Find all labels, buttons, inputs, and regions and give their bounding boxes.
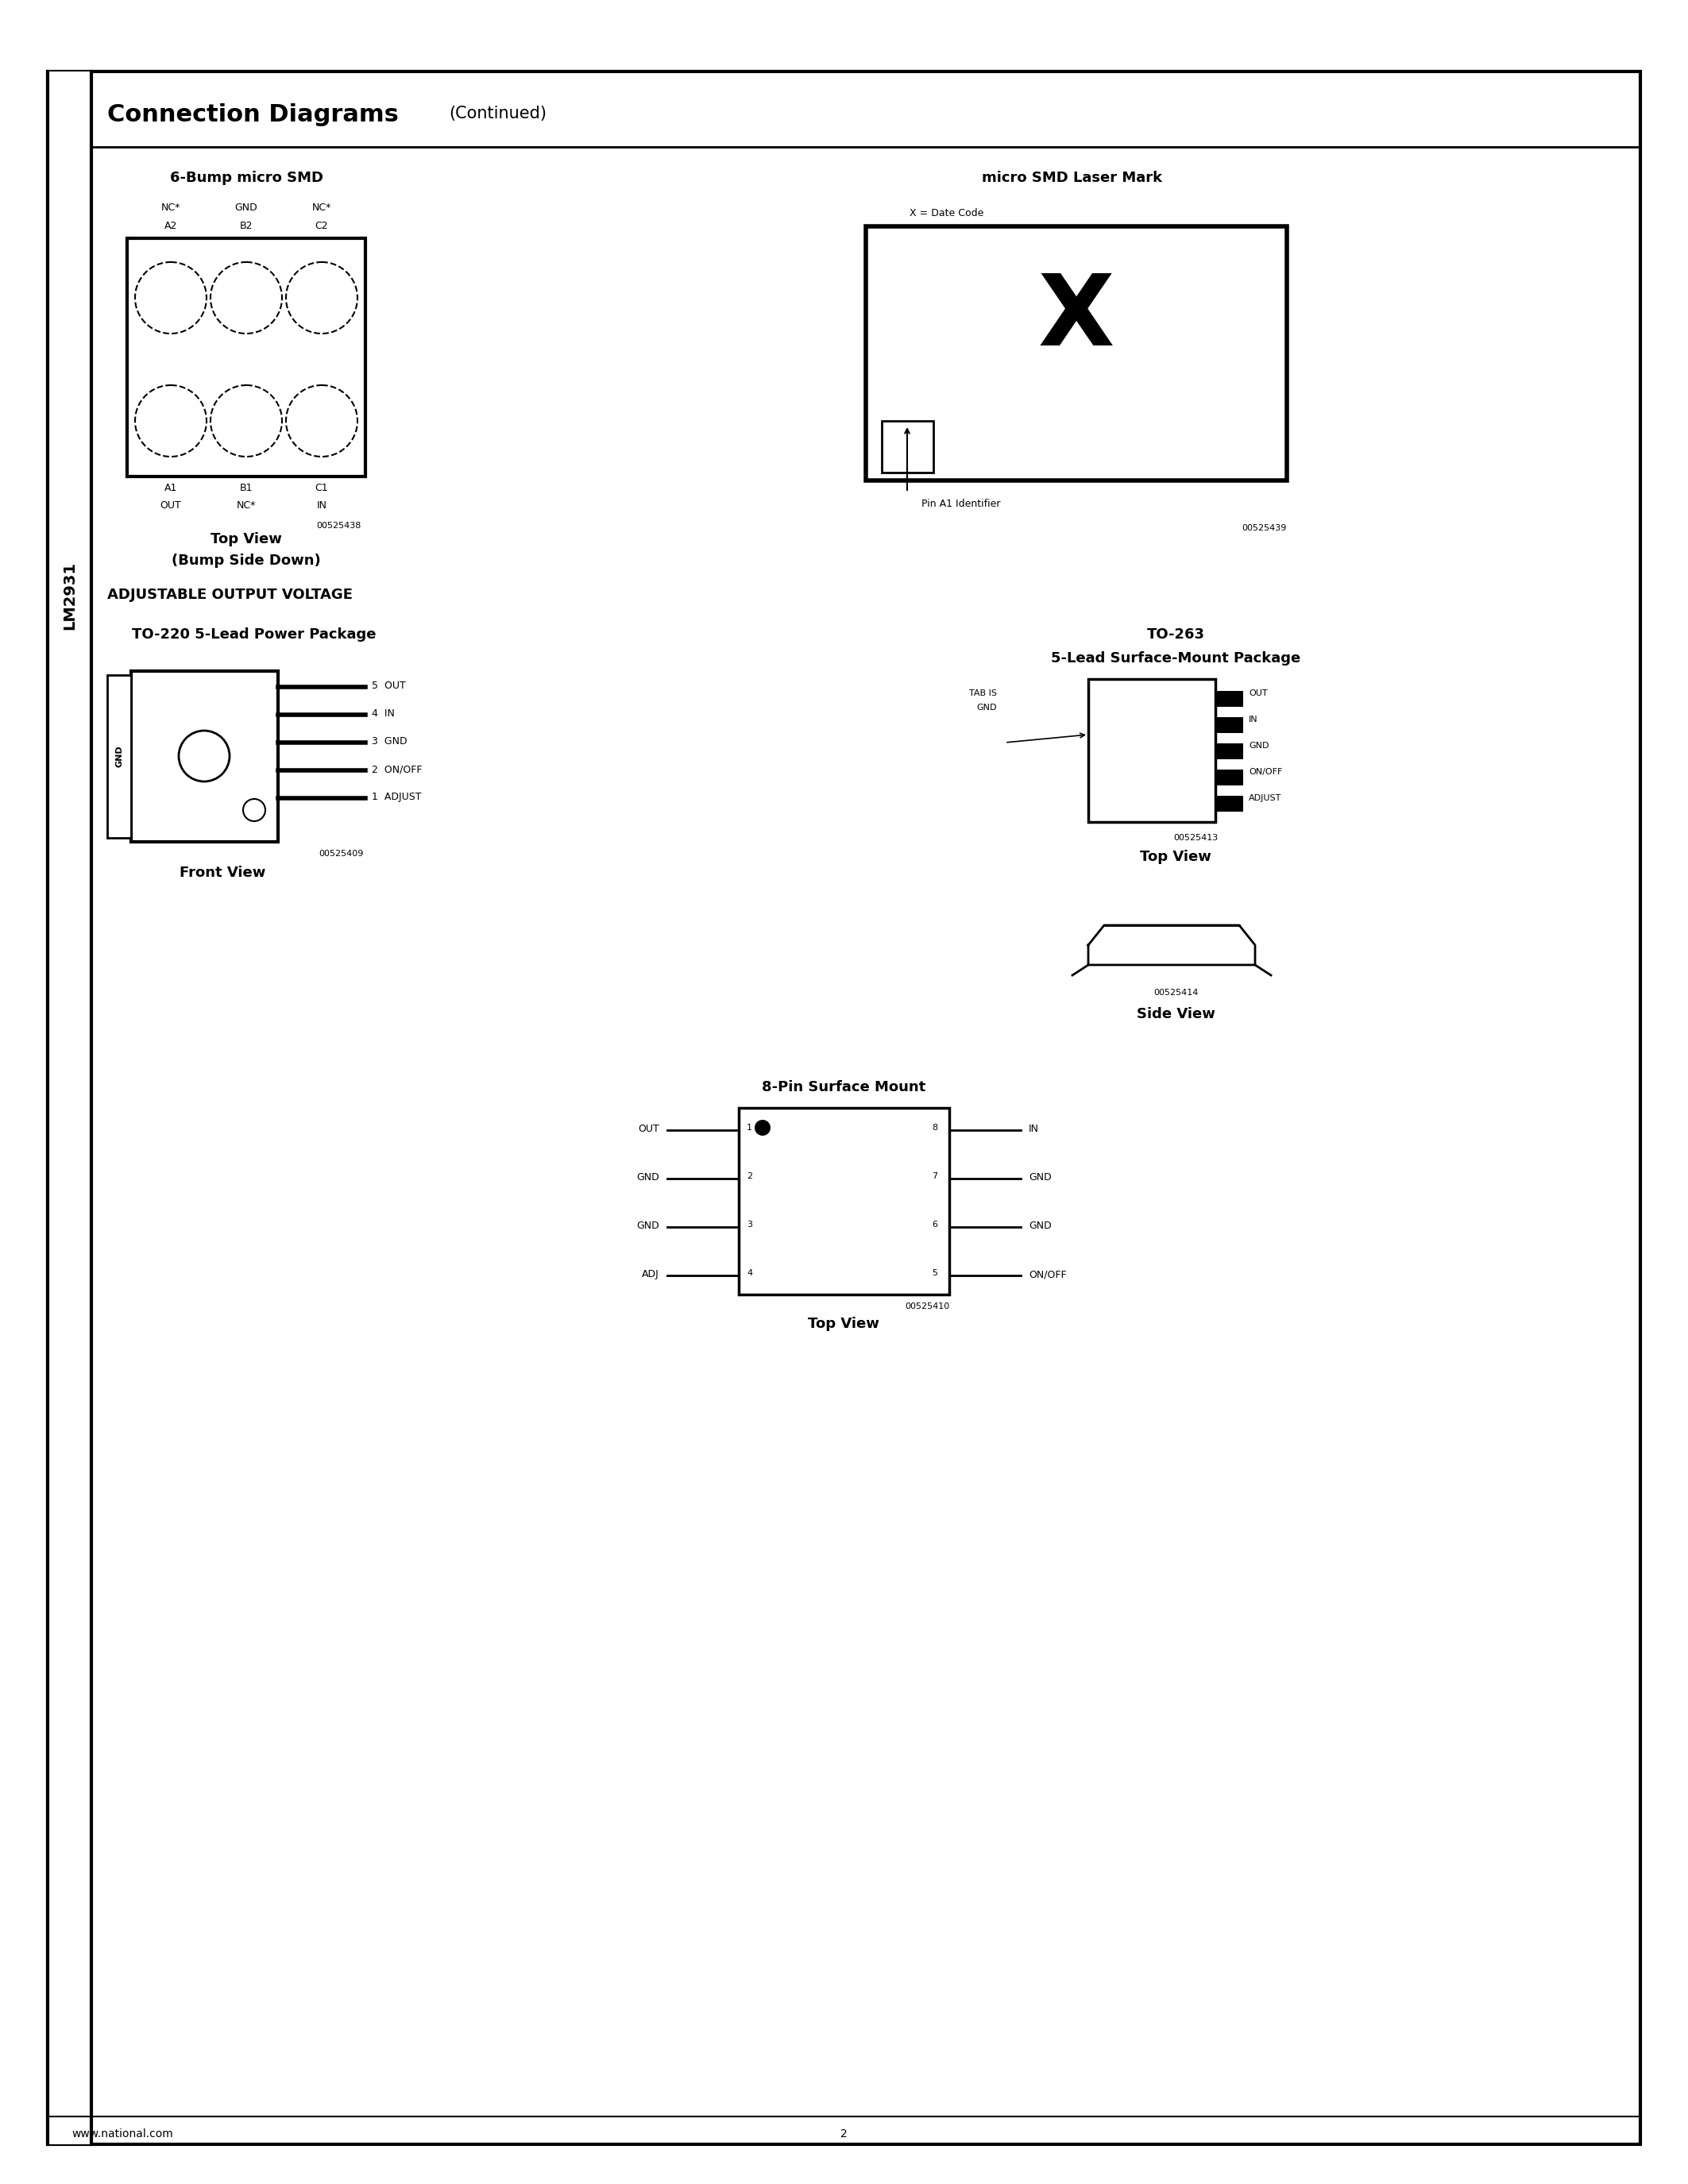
Text: Pin A1 Identifier: Pin A1 Identifier	[922, 498, 1001, 509]
Circle shape	[285, 262, 358, 334]
Text: 5  OUT: 5 OUT	[371, 681, 405, 690]
Text: OUT: OUT	[1249, 690, 1268, 697]
Text: Top View: Top View	[211, 533, 282, 546]
Text: OUT: OUT	[160, 500, 181, 511]
Text: ADJUST: ADJUST	[1249, 795, 1281, 802]
Text: 8-Pin Surface Mount: 8-Pin Surface Mount	[761, 1081, 925, 1094]
Text: GND: GND	[1249, 743, 1269, 749]
Text: IN: IN	[1249, 716, 1258, 723]
Circle shape	[755, 1120, 770, 1136]
Text: NC*: NC*	[160, 203, 181, 212]
Text: 2: 2	[746, 1173, 753, 1179]
Text: A1: A1	[164, 483, 177, 494]
Text: 00525413: 00525413	[1173, 834, 1217, 841]
Bar	[127, 238, 365, 476]
Text: ADJUSTABLE OUTPUT VOLTAGE: ADJUSTABLE OUTPUT VOLTAGE	[108, 587, 353, 603]
Bar	[47, 72, 91, 2145]
Bar	[108, 675, 132, 839]
Bar	[881, 422, 933, 472]
Text: micro SMD Laser Mark: micro SMD Laser Mark	[982, 170, 1163, 186]
Circle shape	[135, 384, 206, 456]
Text: Connection Diagrams: Connection Diagrams	[108, 103, 398, 127]
Text: 00525439: 00525439	[1242, 524, 1286, 533]
Text: LM2931: LM2931	[62, 561, 78, 629]
Text: 3  GND: 3 GND	[371, 736, 407, 747]
Bar	[1215, 743, 1242, 760]
Circle shape	[243, 799, 265, 821]
Text: 00525438: 00525438	[317, 522, 361, 531]
Text: IN: IN	[317, 500, 327, 511]
Bar	[1089, 679, 1215, 821]
Text: 00525414: 00525414	[1153, 989, 1198, 996]
Text: GND: GND	[115, 745, 123, 767]
Text: GND: GND	[1028, 1221, 1052, 1232]
Text: 6: 6	[932, 1221, 937, 1230]
Text: 4  IN: 4 IN	[371, 708, 395, 719]
Text: B1: B1	[240, 483, 253, 494]
Text: C2: C2	[316, 221, 327, 232]
Bar	[1215, 690, 1242, 708]
Text: GND: GND	[1028, 1173, 1052, 1182]
Bar	[866, 227, 1286, 480]
Bar	[1215, 716, 1242, 734]
Text: C1: C1	[316, 483, 327, 494]
Text: 2  ON/OFF: 2 ON/OFF	[371, 764, 422, 775]
Bar	[739, 1107, 949, 1295]
Text: IN: IN	[1028, 1125, 1040, 1133]
Text: www.national.com: www.national.com	[71, 2129, 172, 2140]
Text: 2: 2	[841, 2129, 847, 2140]
Text: 5: 5	[932, 1269, 937, 1278]
Text: TAB IS: TAB IS	[969, 690, 998, 697]
Text: 00525410: 00525410	[905, 1302, 949, 1310]
Bar	[132, 670, 279, 841]
Text: X = Date Code: X = Date Code	[910, 207, 984, 218]
Text: 1: 1	[746, 1125, 753, 1131]
Text: ADJ: ADJ	[641, 1269, 660, 1280]
Circle shape	[211, 262, 282, 334]
Text: GND: GND	[235, 203, 258, 212]
Text: Side View: Side View	[1136, 1007, 1215, 1022]
Text: A2: A2	[164, 221, 177, 232]
Text: 00525409: 00525409	[319, 850, 365, 858]
Text: GND: GND	[636, 1221, 660, 1232]
Text: Top View: Top View	[1139, 850, 1212, 865]
Circle shape	[179, 732, 230, 782]
Bar	[1215, 795, 1242, 812]
Text: 6-Bump micro SMD: 6-Bump micro SMD	[169, 170, 322, 186]
Text: B2: B2	[240, 221, 253, 232]
Text: 1  ADJUST: 1 ADJUST	[371, 793, 422, 802]
Text: 8: 8	[932, 1125, 937, 1131]
Text: (Bump Side Down): (Bump Side Down)	[172, 553, 321, 568]
Text: TO-263: TO-263	[1146, 627, 1205, 642]
Text: NC*: NC*	[236, 500, 257, 511]
Circle shape	[135, 262, 206, 334]
Text: 5-Lead Surface-Mount Package: 5-Lead Surface-Mount Package	[1052, 651, 1300, 666]
Circle shape	[285, 384, 358, 456]
Text: GND: GND	[636, 1173, 660, 1182]
Text: GND: GND	[977, 703, 998, 712]
Text: NC*: NC*	[312, 203, 331, 212]
Text: (Continued): (Continued)	[449, 105, 547, 122]
Text: OUT: OUT	[638, 1125, 660, 1133]
Text: ON/OFF: ON/OFF	[1249, 769, 1283, 775]
Text: 4: 4	[746, 1269, 753, 1278]
Text: X: X	[1038, 271, 1114, 367]
Text: ON/OFF: ON/OFF	[1028, 1269, 1067, 1280]
Text: 3: 3	[746, 1221, 753, 1230]
Text: TO-220 5-Lead Power Package: TO-220 5-Lead Power Package	[132, 627, 376, 642]
Circle shape	[211, 384, 282, 456]
Text: Top View: Top View	[809, 1317, 879, 1330]
Text: 7: 7	[932, 1173, 937, 1179]
Bar	[1215, 769, 1242, 786]
Text: Front View: Front View	[179, 865, 265, 880]
